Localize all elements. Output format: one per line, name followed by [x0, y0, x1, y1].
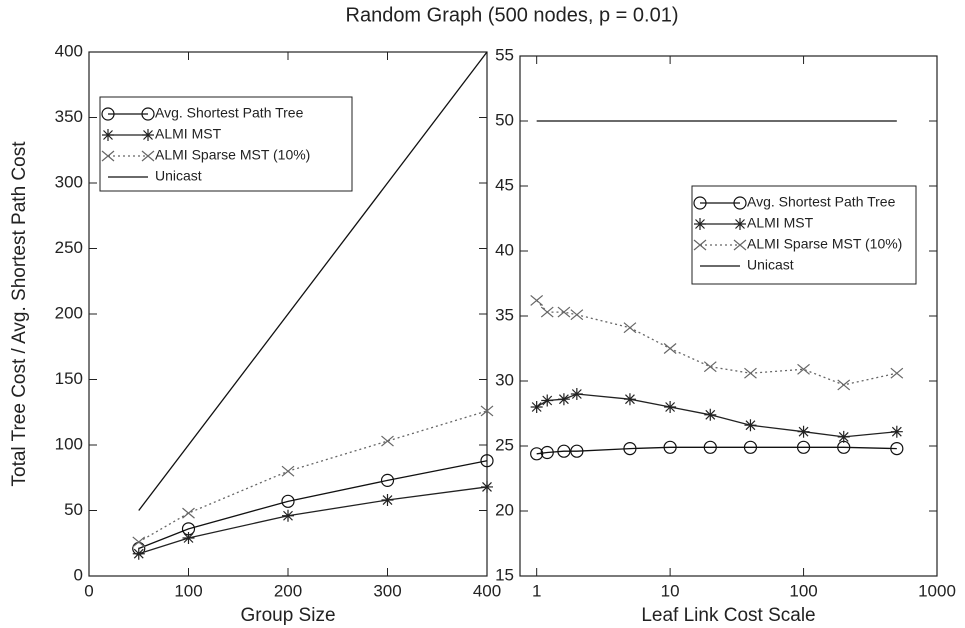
data-point — [890, 442, 904, 456]
legend-label: Avg. Shortest Path Tree — [747, 194, 896, 210]
data-point — [281, 465, 295, 477]
x-axis-label: Group Size — [240, 605, 335, 626]
data-point — [623, 393, 636, 406]
y-tick-label: 35 — [495, 305, 514, 324]
data-point — [837, 440, 851, 454]
data-point — [541, 394, 554, 407]
x-tick-label: 1000 — [918, 581, 956, 600]
series-line — [138, 460, 488, 550]
data-point — [796, 440, 811, 454]
data-point — [381, 435, 394, 447]
y-tick-label: 50 — [495, 110, 514, 129]
y-tick-label: 350 — [55, 107, 83, 126]
data-point — [281, 494, 295, 508]
y-tick-label: 55 — [495, 45, 514, 64]
data-point — [132, 536, 146, 548]
series-line — [138, 410, 488, 543]
x-tick-label: 400 — [473, 581, 501, 600]
data-point — [530, 401, 543, 413]
data-point — [530, 294, 544, 306]
legend-marker — [102, 129, 154, 141]
data-point — [703, 361, 717, 373]
legend-label: ALMI Sparse MST (10%) — [155, 147, 310, 163]
y-tick-label: 250 — [55, 238, 83, 257]
data-point — [570, 444, 584, 458]
x-tick-label: 1 — [532, 581, 541, 600]
x-tick-label: 100 — [174, 581, 202, 600]
data-point — [663, 343, 677, 354]
data-point — [570, 309, 584, 321]
legend-marker — [693, 196, 747, 210]
x-tick-label: 0 — [84, 581, 93, 600]
data-point — [744, 419, 757, 432]
x-axis-label: Leaf Link Cost Scale — [641, 605, 815, 626]
data-point — [480, 405, 494, 417]
data-point — [663, 440, 677, 454]
data-point — [380, 473, 395, 487]
x-tick-label: 10 — [661, 581, 680, 600]
y-tick-label: 100 — [55, 434, 83, 453]
data-point — [557, 306, 571, 318]
data-point — [481, 480, 493, 493]
data-point — [570, 388, 583, 400]
y-tick-label: 400 — [55, 41, 83, 60]
y-tick-label: 25 — [495, 435, 514, 454]
data-point — [182, 532, 195, 545]
y-tick-label: 50 — [64, 500, 83, 519]
data-point — [480, 454, 494, 468]
figure-title: Random Graph (500 nodes, p = 0.01) — [346, 4, 679, 26]
y-tick-label: 0 — [74, 565, 83, 584]
data-point — [664, 401, 677, 413]
data-point — [797, 363, 810, 375]
data-point — [837, 430, 850, 443]
legend-label: Unicast — [155, 168, 202, 184]
legend-marker — [694, 218, 746, 230]
y-tick-label: 150 — [55, 369, 83, 388]
legend-box — [691, 185, 917, 285]
series-line — [138, 51, 488, 511]
data-point — [744, 367, 757, 379]
series-line — [536, 393, 897, 438]
data-point — [557, 393, 570, 406]
series-line — [138, 486, 488, 555]
y-tick-label: 20 — [495, 500, 514, 519]
data-point — [540, 445, 554, 460]
legend-label: ALMI Sparse MST (10%) — [747, 236, 902, 252]
data-point — [703, 440, 717, 454]
data-point — [540, 306, 554, 318]
x-tick-label: 200 — [274, 581, 302, 600]
legend-marker — [101, 107, 155, 121]
data-point — [797, 425, 810, 438]
y-tick-label: 30 — [495, 370, 514, 389]
legend-label: Avg. Shortest Path Tree — [155, 105, 304, 121]
x-tick-label: 100 — [789, 581, 817, 600]
x-tick-label: 300 — [373, 581, 401, 600]
data-point — [132, 547, 145, 560]
legend-label: ALMI MST — [155, 126, 222, 142]
data-point — [837, 379, 851, 391]
data-point — [182, 507, 195, 519]
data-point — [623, 442, 637, 456]
data-point — [530, 447, 544, 461]
y-tick-label: 300 — [55, 172, 83, 191]
series-line — [536, 299, 897, 386]
data-point — [557, 444, 571, 458]
data-point — [890, 425, 903, 438]
legend-label: ALMI MST — [747, 215, 814, 231]
data-point — [282, 509, 294, 522]
data-point — [623, 322, 637, 334]
legend-marker — [693, 239, 747, 251]
legend-label: Unicast — [747, 257, 794, 273]
y-tick-label: 45 — [495, 175, 514, 194]
data-point — [890, 367, 904, 379]
data-point — [704, 408, 717, 421]
data-point — [743, 440, 758, 454]
y-tick-label: 15 — [495, 565, 514, 584]
legend-marker — [101, 150, 155, 162]
y-tick-label: 200 — [55, 303, 83, 322]
y-tick-label: 40 — [495, 240, 514, 259]
data-point — [381, 494, 394, 507]
y-axis-label: Total Tree Cost / Avg. Shortest Path Cos… — [9, 141, 30, 487]
